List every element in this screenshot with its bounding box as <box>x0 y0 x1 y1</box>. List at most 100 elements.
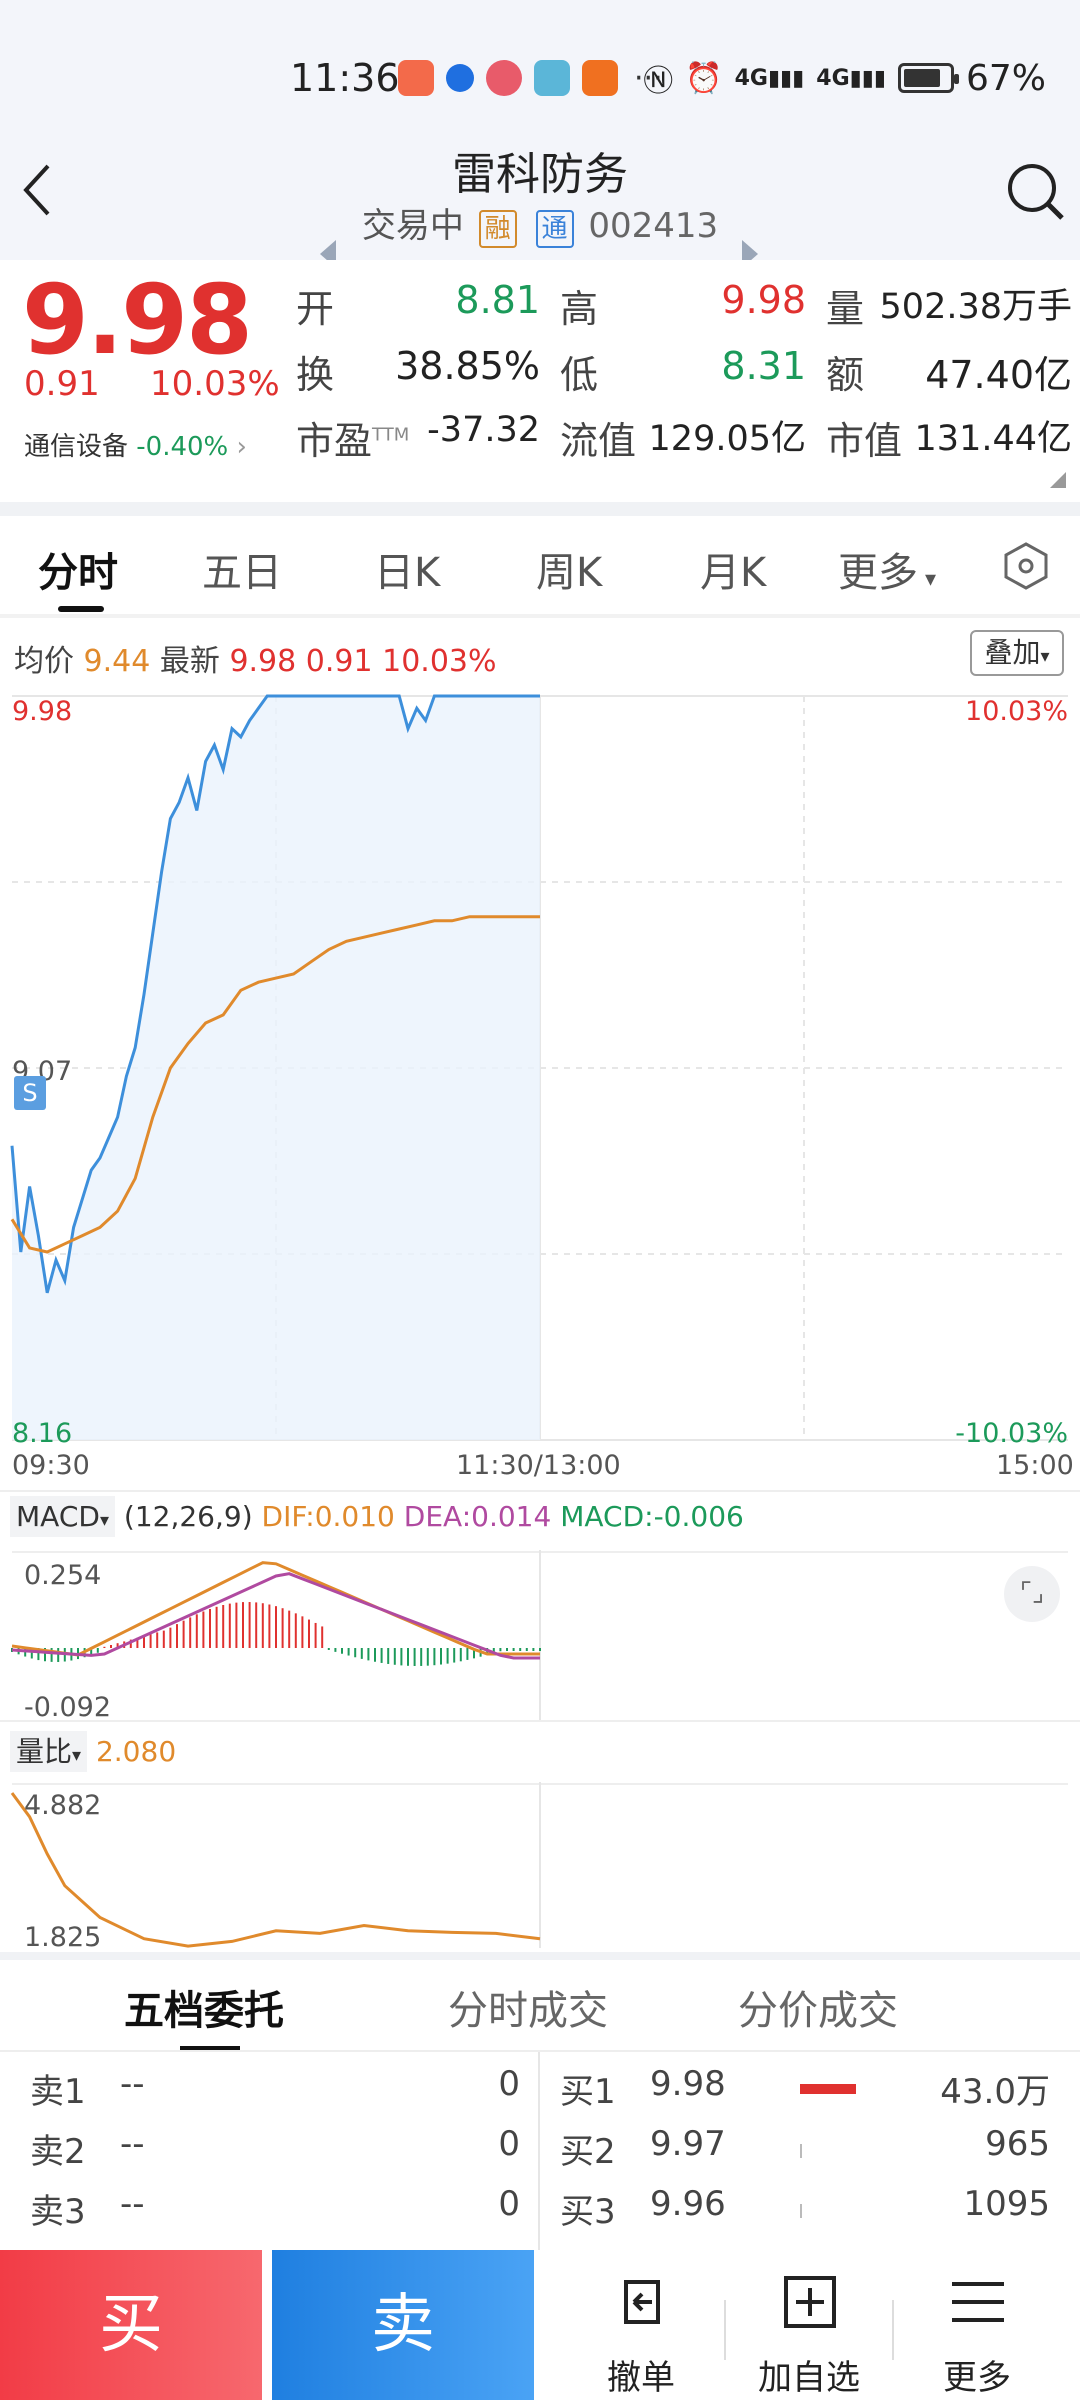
stock-subtitle: 交易中 融 通 002413 <box>0 198 1080 248</box>
stock-header: 雷科防务 交易中 融 通 002413 <box>0 130 1080 268</box>
tab-divider <box>0 614 1080 618</box>
sell-level-label: 卖2 <box>30 2132 86 2172</box>
industry-link[interactable]: 通信设备 -0.40% › <box>24 426 247 463</box>
tab-intraday[interactable]: 分时 <box>38 550 118 596</box>
app-notification-icon <box>582 60 618 96</box>
buy-button[interactable]: 买 <box>0 2250 262 2400</box>
turnover-label: 换 <box>296 353 335 397</box>
sell-level-price: -- <box>120 2184 145 2224</box>
x-label-close: 15:00 <box>996 1450 1074 1481</box>
open-label: 开 <box>296 287 335 331</box>
settings-hexagon-icon[interactable] <box>1000 540 1052 592</box>
vr-y-high: 4.882 <box>24 1790 102 1821</box>
latest-pct: 10.03% <box>382 644 497 679</box>
app-notification-icon <box>534 60 570 96</box>
signal-icon: 4G▮▮▮ <box>816 65 886 91</box>
cancel-order-icon <box>624 2280 660 2324</box>
macd-indicator-select[interactable]: MACD▾ <box>10 1496 115 1537</box>
high-label: 高 <box>560 287 599 331</box>
notification-icons: ··· <box>398 60 663 96</box>
tab-daily-k[interactable]: 日K <box>374 550 441 596</box>
margin-tag: 融 <box>478 210 517 248</box>
chart-tabs: 分时 五日 日K 周K 月K 更多 ▾ <box>0 522 1080 614</box>
industry-name: 通信设备 <box>24 432 129 462</box>
section-divider <box>0 502 1080 516</box>
expand-icon[interactable]: ⌜⌟ <box>1004 1566 1060 1622</box>
back-icon[interactable] <box>18 160 58 220</box>
amount-value: 47.40亿 <box>925 353 1072 397</box>
pe-value: -37.32 <box>427 410 540 450</box>
chevron-right-icon: › <box>236 432 247 462</box>
y-label-pct-low: -10.03% <box>955 1418 1068 1449</box>
quote-panel: 9.98 0.91 10.03% 通信设备 -0.40% › 开 8.81 高 … <box>0 260 1080 500</box>
sell-level-price: -- <box>120 2064 145 2104</box>
tab-more[interactable]: 更多 ▾ <box>838 550 937 596</box>
volume-value: 502.38万手 <box>879 287 1072 327</box>
add-square-icon <box>784 2276 836 2328</box>
industry-pct: -0.40% <box>136 432 229 462</box>
bottom-action-bar: 买 卖 撤单 加自选 更多 <box>0 2250 1080 2400</box>
app-notification-icon <box>398 60 434 96</box>
volume-ratio-header: 量比▾ 2.080 <box>10 1730 176 1772</box>
battery-percent: 67% <box>965 57 1046 99</box>
average-price-line <box>10 915 540 1254</box>
tab-tick-trades[interactable]: 分时成交 <box>448 1988 608 2034</box>
latest-price: 9.98 <box>229 644 297 679</box>
signal-icon: 4G▮▮▮ <box>734 65 805 91</box>
y-label-low: 8.16 <box>12 1418 73 1449</box>
vr-divider <box>0 1720 1080 1722</box>
market-cap-label: 市值 <box>826 419 903 463</box>
sell-button[interactable]: 卖 <box>272 2250 534 2400</box>
open-value: 8.81 <box>455 278 540 322</box>
volume-ratio-chart[interactable] <box>0 1782 1080 1952</box>
app-notification-icon <box>446 64 474 92</box>
macd-chart[interactable] <box>0 1550 1080 1720</box>
sell-level-label: 卖3 <box>30 2192 86 2232</box>
trading-status: 交易中 <box>361 206 464 246</box>
buy-level-label: 买3 <box>560 2192 616 2232</box>
search-icon[interactable] <box>1004 160 1068 224</box>
y-label-high: 9.98 <box>12 696 73 727</box>
intraday-chart[interactable] <box>0 690 1080 1470</box>
order-book-separator <box>538 2052 540 2252</box>
stock-code: 002413 <box>588 206 719 246</box>
alarm-icon: ⏰ <box>685 60 723 96</box>
tab-monthly-k[interactable]: 月K <box>700 550 767 596</box>
battery-icon <box>897 63 959 93</box>
s-marker-icon[interactable]: S <box>14 1076 46 1110</box>
macd-y-low: -0.092 <box>24 1692 112 1723</box>
macd-divider <box>0 1490 1080 1492</box>
sell-level-volume: 0 <box>498 2184 520 2224</box>
price-change: 0.91 <box>24 364 100 404</box>
tab-price-trades[interactable]: 分价成交 <box>738 1988 898 2034</box>
dropdown-icon: ▾ <box>72 1745 82 1766</box>
expand-corner-icon[interactable] <box>1050 472 1066 488</box>
overlay-button[interactable]: 叠加▾ <box>970 630 1064 676</box>
price-line <box>10 694 540 1294</box>
add-watchlist-button[interactable]: 加自选 <box>724 2250 894 2400</box>
more-button[interactable]: 更多 <box>892 2250 1062 2400</box>
macd-y-high: 0.254 <box>24 1560 102 1591</box>
sell-level-label: 卖1 <box>30 2072 86 2112</box>
more-notifications-icon: ··· <box>634 60 663 96</box>
buy-level-price: 9.97 <box>650 2124 726 2164</box>
buy-level-volume: 1095 <box>963 2184 1050 2224</box>
vr-y-low: 1.825 <box>24 1922 102 1953</box>
amount-label: 额 <box>826 353 865 397</box>
x-label-midday: 11:30/13:00 <box>456 1450 621 1481</box>
separator <box>724 2300 726 2360</box>
vr-indicator-select[interactable]: 量比▾ <box>10 1731 88 1772</box>
low-label: 低 <box>560 353 599 397</box>
tab-weekly-k[interactable]: 周K <box>536 550 603 596</box>
tab-five-day[interactable]: 五日 <box>202 550 282 596</box>
separator <box>892 2300 894 2360</box>
buy-level-volume: 965 <box>985 2124 1050 2164</box>
active-tab-indicator <box>58 606 104 612</box>
x-label-open: 09:30 <box>12 1450 90 1481</box>
tab-five-level[interactable]: 五档委托 <box>124 1988 284 2034</box>
current-price: 9.98 <box>22 264 253 376</box>
dropdown-icon: ▾ <box>918 567 937 592</box>
cancel-order-button[interactable]: 撤单 <box>556 2250 726 2400</box>
app-notification-icon <box>486 60 522 96</box>
